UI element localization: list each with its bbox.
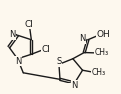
Text: OH: OH — [96, 30, 110, 39]
Text: N: N — [9, 30, 15, 39]
Text: Cl: Cl — [25, 20, 34, 29]
Text: N: N — [79, 34, 85, 43]
Text: N: N — [72, 81, 78, 90]
Text: CH₃: CH₃ — [95, 48, 109, 57]
Text: CH₃: CH₃ — [91, 68, 106, 77]
Text: Cl: Cl — [41, 45, 50, 54]
Text: S: S — [56, 57, 61, 66]
Text: N: N — [15, 57, 21, 66]
